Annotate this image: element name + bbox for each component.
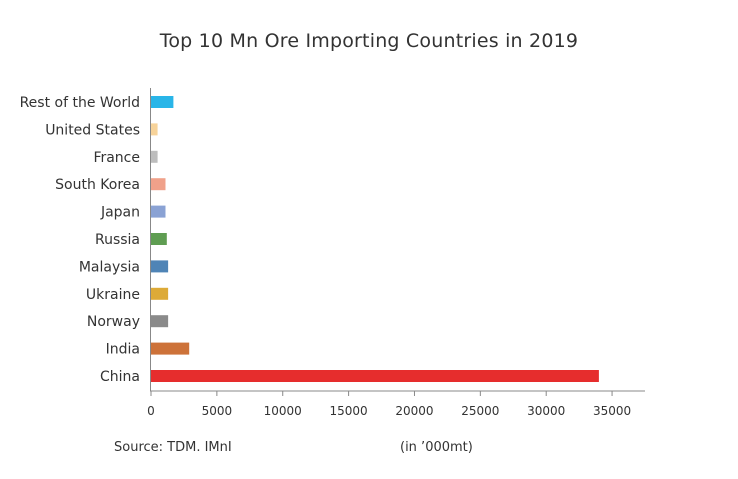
bar (151, 150, 158, 163)
x-tick-label: 5000 (202, 404, 233, 418)
bar (151, 287, 169, 300)
x-tick-label: 25000 (461, 404, 499, 418)
bar (151, 233, 167, 245)
bar (151, 96, 174, 108)
bar (151, 315, 169, 328)
bar (151, 205, 166, 218)
x-tick-label: 10000 (264, 404, 302, 418)
bar (151, 123, 158, 136)
category-label: Ukraine (86, 287, 140, 303)
category-label: Japan (100, 205, 140, 221)
category-label: Malaysia (79, 259, 140, 275)
category-label: South Korea (55, 177, 140, 193)
category-label: Rest of the World (20, 95, 140, 111)
category-label: France (93, 150, 140, 166)
x-tick-label: 35000 (593, 404, 631, 418)
category-label: India (106, 342, 140, 358)
category-label: Norway (87, 314, 140, 330)
unit-note: (in ’000mt) (400, 440, 473, 455)
x-tick-label: 15000 (330, 404, 368, 418)
bar (151, 260, 169, 273)
chart-title: Top 10 Mn Ore Importing Countries in 201… (159, 30, 579, 52)
bar (151, 178, 166, 191)
category-label: Russia (95, 232, 140, 248)
x-tick-label: 0 (147, 404, 155, 418)
bar (151, 370, 599, 382)
bar (151, 342, 190, 355)
category-label: United States (45, 122, 140, 138)
x-tick-label: 30000 (527, 404, 565, 418)
source-note: Source: TDM. IMnI (114, 440, 232, 455)
category-label: China (100, 369, 140, 385)
x-tick-label: 20000 (395, 404, 433, 418)
